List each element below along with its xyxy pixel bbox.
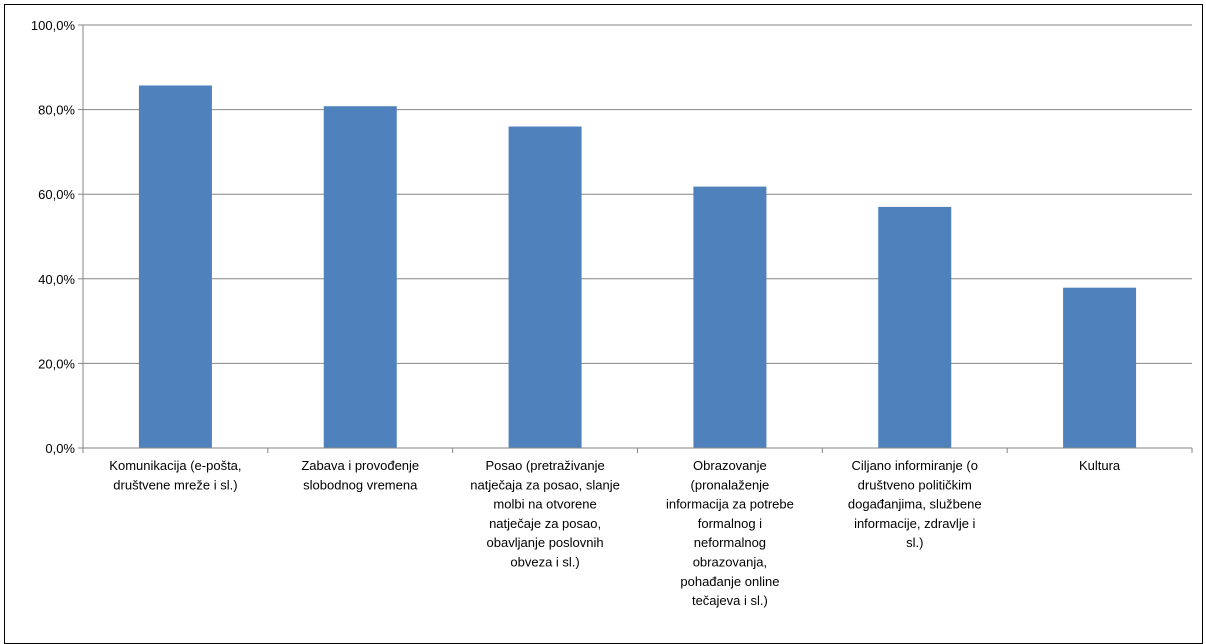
bar-chart: 0,0% 20,0% 40,0% 60,0% 80,0% 100,0% Komunikac… [31,18,1193,608]
x-category-label: Komunikacija (e-pošta, društvene mreže i … [109,458,241,492]
y-tick-label: 100,0% [31,18,76,33]
y-tick-label: 20,0% [38,356,75,371]
x-category-label: Zabava i provođenje slobodnog vremena [301,458,419,492]
bars [138,85,1137,449]
x-category-label: Kultura [1079,458,1121,473]
x-category-label: Posao (pretraživanje natječaja za posao, … [470,458,620,570]
bar [138,85,212,448]
x-axis: Komunikacija (e-pošta, društvene mreže i … [82,447,1193,608]
bar [508,126,582,449]
y-tick-label: 60,0% [38,187,75,202]
bar [878,206,952,448]
bar [1063,287,1137,448]
y-axis: 0,0% 20,0% 40,0% 60,0% 80,0% 100,0% [31,18,84,456]
y-tick-label: 0,0% [45,441,75,456]
y-tick-label: 80,0% [38,103,75,118]
bar [323,106,397,448]
x-category-label: Ciljano informiranje (o društveno politič… [848,458,982,550]
y-tick-label: 40,0% [38,272,75,287]
bar [693,186,767,448]
x-category-label: Obrazovanje (pronalaženje informacija za p… [666,458,794,608]
gridlines [83,24,1192,364]
